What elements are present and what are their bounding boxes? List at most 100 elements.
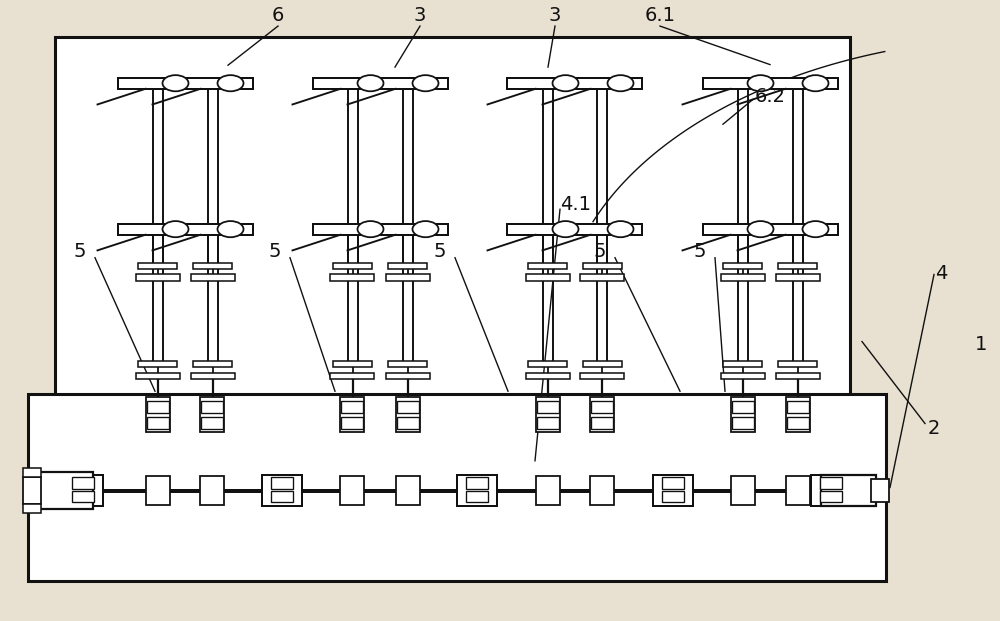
Bar	[38, 472, 93, 509]
Bar	[262, 475, 302, 506]
Circle shape	[607, 221, 634, 237]
Bar	[730, 397, 755, 432]
Bar	[466, 477, 488, 489]
Bar	[118, 78, 198, 89]
Bar	[776, 274, 820, 281]
Text: 5: 5	[694, 242, 706, 261]
Bar	[146, 397, 170, 432]
Bar	[821, 475, 876, 506]
Bar	[820, 491, 842, 502]
Circle shape	[607, 75, 634, 91]
Bar	[536, 401, 558, 413]
Bar	[528, 263, 567, 269]
Bar	[330, 274, 374, 281]
Circle shape	[413, 221, 439, 237]
Bar	[457, 475, 497, 506]
Bar	[778, 361, 817, 367]
Bar	[786, 417, 808, 429]
Bar	[72, 491, 94, 502]
Bar	[723, 263, 762, 269]
Bar	[201, 417, 223, 429]
Bar	[330, 373, 374, 379]
Bar	[23, 477, 41, 504]
Circle shape	[413, 75, 439, 91]
Bar	[136, 373, 180, 379]
Circle shape	[162, 75, 188, 91]
Bar	[173, 78, 252, 89]
Bar	[341, 417, 363, 429]
Bar	[271, 477, 293, 489]
Bar	[146, 401, 168, 413]
Bar	[396, 397, 420, 432]
Bar	[811, 475, 851, 506]
Bar	[730, 476, 755, 505]
Bar	[55, 37, 850, 407]
Bar	[173, 224, 252, 235]
Bar	[702, 224, 782, 235]
Bar	[591, 417, 613, 429]
Bar	[562, 224, 642, 235]
Bar	[118, 224, 198, 235]
Text: 5: 5	[269, 242, 281, 261]
Bar	[466, 491, 488, 502]
Bar	[396, 401, 418, 413]
Bar	[271, 491, 293, 502]
Bar	[341, 401, 363, 413]
Bar	[312, 78, 392, 89]
Circle shape	[748, 75, 774, 91]
Bar	[536, 476, 560, 505]
Bar	[340, 476, 364, 505]
Bar	[333, 361, 372, 367]
Bar	[786, 401, 808, 413]
Bar	[662, 491, 684, 502]
Circle shape	[552, 221, 578, 237]
Bar	[583, 263, 622, 269]
Bar	[590, 476, 614, 505]
Bar	[583, 361, 622, 367]
Bar	[720, 274, 765, 281]
Bar	[23, 468, 41, 477]
Text: 6.1: 6.1	[644, 6, 676, 25]
Bar	[662, 477, 684, 489]
Circle shape	[802, 75, 828, 91]
Bar	[136, 274, 180, 281]
Text: 3: 3	[549, 6, 561, 25]
Bar	[201, 401, 223, 413]
Bar	[63, 475, 103, 506]
Bar	[732, 401, 754, 413]
Text: 6.2: 6.2	[755, 87, 786, 106]
Bar	[526, 373, 570, 379]
Circle shape	[358, 221, 384, 237]
Bar	[758, 224, 838, 235]
Bar	[368, 78, 448, 89]
Bar	[786, 397, 810, 432]
Circle shape	[358, 75, 384, 91]
Bar	[190, 373, 234, 379]
Bar	[507, 224, 587, 235]
Bar	[386, 373, 430, 379]
Bar	[146, 417, 168, 429]
Text: 1: 1	[975, 335, 987, 354]
Bar	[312, 224, 392, 235]
Bar	[200, 476, 224, 505]
Bar	[580, 373, 624, 379]
Bar	[396, 417, 418, 429]
Bar	[652, 475, 692, 506]
Bar	[580, 274, 624, 281]
Bar	[396, 476, 420, 505]
Circle shape	[217, 221, 244, 237]
Bar	[193, 361, 232, 367]
Text: 5: 5	[594, 242, 606, 261]
Bar	[871, 479, 889, 502]
Bar	[507, 78, 587, 89]
Bar	[758, 78, 838, 89]
Circle shape	[802, 221, 828, 237]
Bar	[333, 263, 372, 269]
Bar	[528, 361, 567, 367]
Bar	[193, 263, 232, 269]
Bar	[146, 476, 170, 505]
Bar	[820, 477, 842, 489]
Circle shape	[748, 221, 774, 237]
Bar	[23, 504, 41, 513]
Text: 5: 5	[74, 242, 86, 261]
